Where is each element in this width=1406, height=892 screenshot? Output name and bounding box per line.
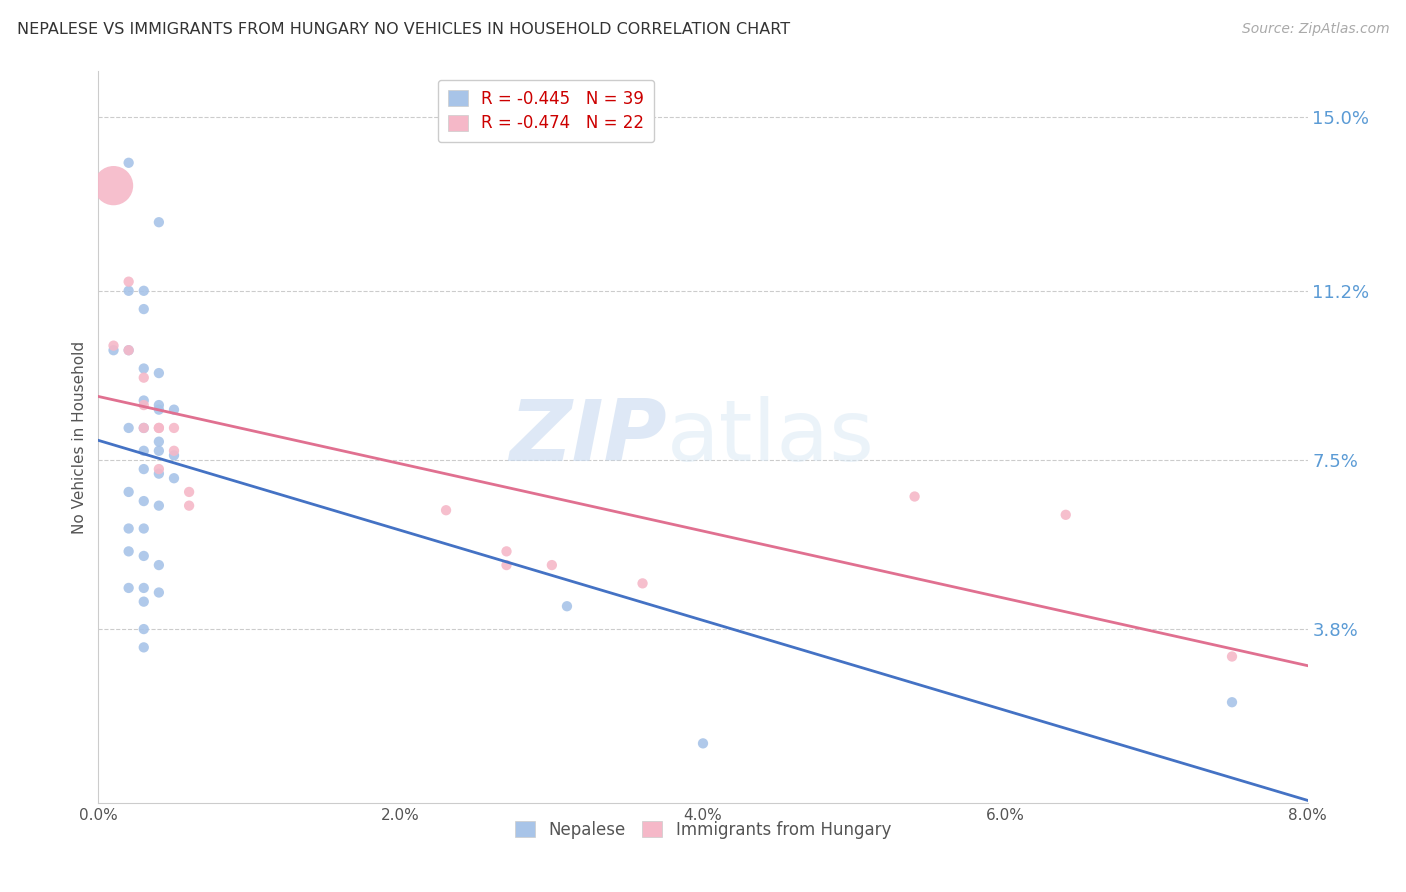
Point xyxy=(148,215,170,229)
Point xyxy=(132,595,155,609)
Point xyxy=(132,521,155,535)
Point xyxy=(163,471,186,485)
Point xyxy=(132,581,155,595)
Point xyxy=(132,462,155,476)
Point xyxy=(132,443,155,458)
Point xyxy=(132,421,155,435)
Point xyxy=(132,549,155,563)
Point xyxy=(132,302,155,317)
Point xyxy=(118,343,141,358)
Point xyxy=(148,558,170,573)
Point xyxy=(148,402,170,417)
Y-axis label: No Vehicles in Household: No Vehicles in Household xyxy=(72,341,87,533)
Point xyxy=(118,521,141,535)
Point xyxy=(555,599,578,614)
Point xyxy=(148,421,170,435)
Point xyxy=(132,393,155,408)
Point xyxy=(148,421,170,435)
Point xyxy=(495,558,517,573)
Point xyxy=(118,581,141,595)
Point xyxy=(1054,508,1077,522)
Point xyxy=(118,284,141,298)
Point xyxy=(434,503,457,517)
Text: ZIP: ZIP xyxy=(509,395,666,479)
Point xyxy=(132,361,155,376)
Point xyxy=(148,434,170,449)
Point xyxy=(132,494,155,508)
Point xyxy=(163,443,186,458)
Legend: Nepalese, Immigrants from Hungary: Nepalese, Immigrants from Hungary xyxy=(509,814,897,846)
Point xyxy=(118,421,141,435)
Point xyxy=(118,544,141,558)
Point xyxy=(148,366,170,380)
Point xyxy=(1220,695,1243,709)
Point xyxy=(179,499,201,513)
Point xyxy=(495,544,517,558)
Text: atlas: atlas xyxy=(666,395,875,479)
Point xyxy=(132,370,155,384)
Text: Source: ZipAtlas.com: Source: ZipAtlas.com xyxy=(1241,22,1389,37)
Point xyxy=(148,443,170,458)
Point xyxy=(132,284,155,298)
Point xyxy=(118,155,141,169)
Point xyxy=(132,421,155,435)
Point xyxy=(540,558,562,573)
Point xyxy=(163,449,186,463)
Point xyxy=(148,462,170,476)
Point xyxy=(118,275,141,289)
Point xyxy=(148,585,170,599)
Point xyxy=(118,343,141,358)
Point xyxy=(631,576,654,591)
Point xyxy=(148,499,170,513)
Point xyxy=(163,421,186,435)
Text: NEPALESE VS IMMIGRANTS FROM HUNGARY NO VEHICLES IN HOUSEHOLD CORRELATION CHART: NEPALESE VS IMMIGRANTS FROM HUNGARY NO V… xyxy=(17,22,790,37)
Point xyxy=(103,338,125,352)
Point xyxy=(132,398,155,412)
Point xyxy=(163,402,186,417)
Point xyxy=(179,485,201,500)
Point xyxy=(904,490,927,504)
Point xyxy=(132,640,155,655)
Point xyxy=(103,178,125,193)
Point xyxy=(692,736,714,750)
Point xyxy=(103,343,125,358)
Point xyxy=(118,485,141,500)
Point xyxy=(148,467,170,481)
Point xyxy=(148,398,170,412)
Point xyxy=(1220,649,1243,664)
Point xyxy=(132,622,155,636)
